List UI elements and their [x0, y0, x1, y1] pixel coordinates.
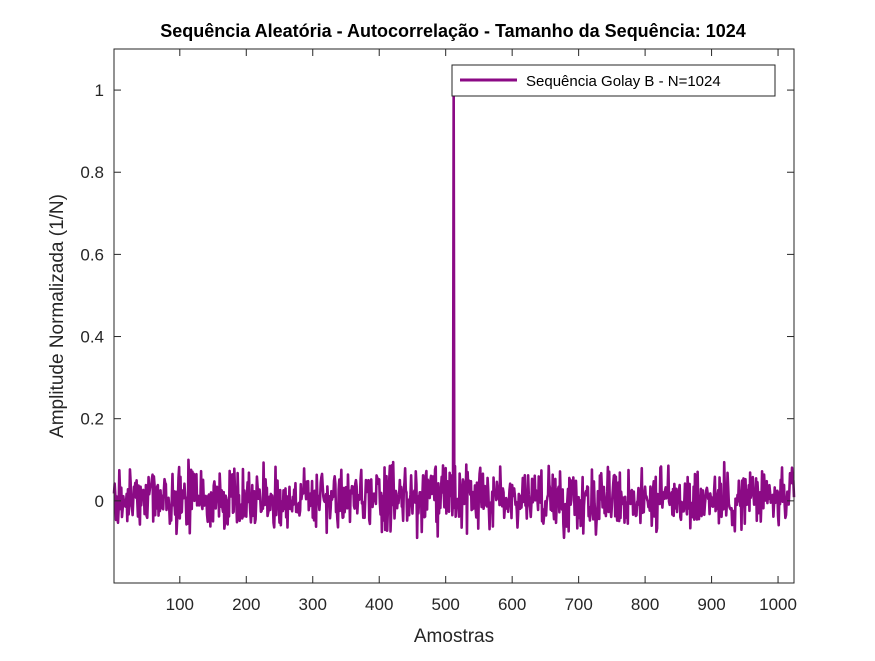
legend: Sequência Golay B - N=1024	[451, 64, 776, 97]
legend-label: Sequência Golay B - N=1024	[526, 73, 721, 90]
x-tick-label: 800	[631, 595, 659, 614]
y-axis-label: Amplitude Normalizada (1/N)	[47, 194, 68, 438]
plot-frame	[113, 48, 795, 584]
x-tick-label: 400	[365, 595, 393, 614]
y-tick-label: 0.6	[80, 245, 104, 264]
x-tick-label: 200	[232, 595, 260, 614]
y-tick-label: 0.2	[80, 410, 104, 429]
y-axis-ticks: 0 0.2 0.4 0.6 0.8 1	[80, 81, 794, 511]
y-tick-label: 1	[95, 81, 104, 100]
x-tick-label: 900	[697, 595, 725, 614]
x-tick-label: 700	[564, 595, 592, 614]
x-axis-label: Amostras	[414, 626, 494, 647]
x-tick-label: 300	[299, 595, 327, 614]
series-line-golay-b	[112, 88, 796, 540]
y-tick-label: 0.8	[80, 163, 104, 182]
x-tick-label: 100	[166, 595, 194, 614]
y-tick-label: 0.4	[80, 328, 104, 347]
y-tick-label: 0	[95, 492, 104, 511]
x-tick-label: 600	[498, 595, 526, 614]
x-axis-ticks: 100 200 300 400 500 600 700 800 900 1000	[166, 49, 797, 614]
chart-title: Sequência Aleatória - Autocorrelação - T…	[160, 21, 746, 41]
series-layer	[112, 88, 796, 540]
x-tick-label: 500	[432, 595, 460, 614]
x-tick-label: 1000	[759, 595, 797, 614]
